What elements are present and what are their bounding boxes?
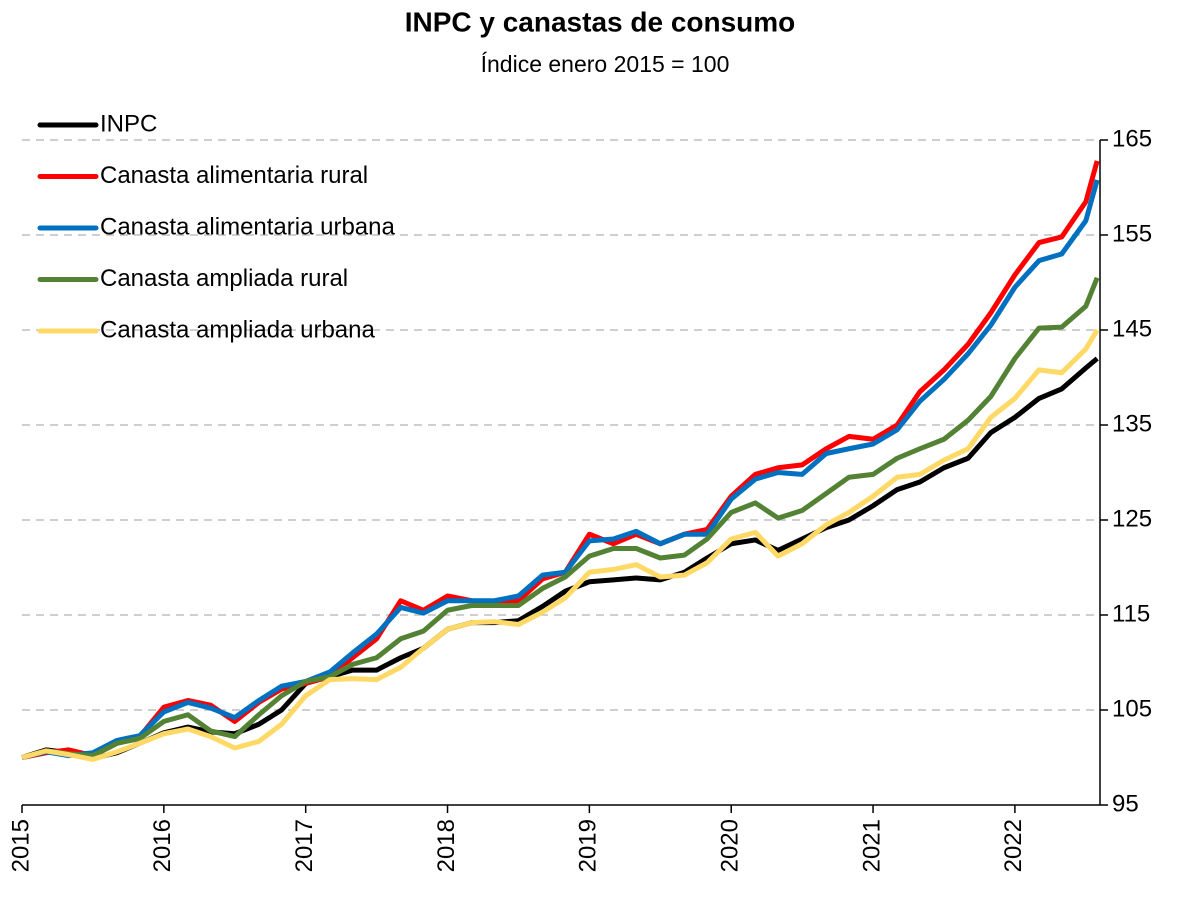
series-line [21, 276, 1100, 760]
x-tick-label: 2018 [433, 819, 460, 872]
x-tick-label: 2021 [858, 819, 885, 872]
y-tick-label: 155 [1112, 220, 1152, 247]
y-tick-label: 115 [1112, 600, 1150, 627]
y-tick-label: 135 [1112, 410, 1152, 437]
y-tick-label: 165 [1112, 125, 1152, 152]
legend-label: Canasta alimentaria urbana [100, 213, 395, 240]
y-tick-label: 105 [1112, 695, 1152, 722]
y-tick-label: 145 [1112, 315, 1152, 342]
series-line [21, 328, 1100, 762]
x-tick-label: 2022 [1000, 819, 1027, 872]
x-tick-label: 2015 [7, 819, 34, 872]
legend-label: Canasta alimentaria rural [100, 162, 368, 189]
legend-label: Canasta ampliada urbana [100, 316, 376, 343]
legend-label: Canasta ampliada rural [100, 265, 348, 292]
series-line [21, 160, 1100, 760]
legend-label: INPC [100, 110, 157, 137]
series-line [21, 179, 1100, 760]
x-tick-label: 2019 [575, 819, 602, 872]
x-tick-label: 2017 [291, 819, 318, 872]
chart-title: INPC y canastas de consumo [405, 6, 796, 37]
y-tick-label: 95 [1112, 790, 1139, 817]
series-line [21, 356, 1099, 761]
x-tick-label: 2020 [717, 819, 744, 872]
y-tick-label: 125 [1112, 505, 1152, 532]
x-tick-label: 2016 [149, 819, 176, 872]
chart-subtitle: Índice enero 2015 = 100 [481, 51, 730, 77]
